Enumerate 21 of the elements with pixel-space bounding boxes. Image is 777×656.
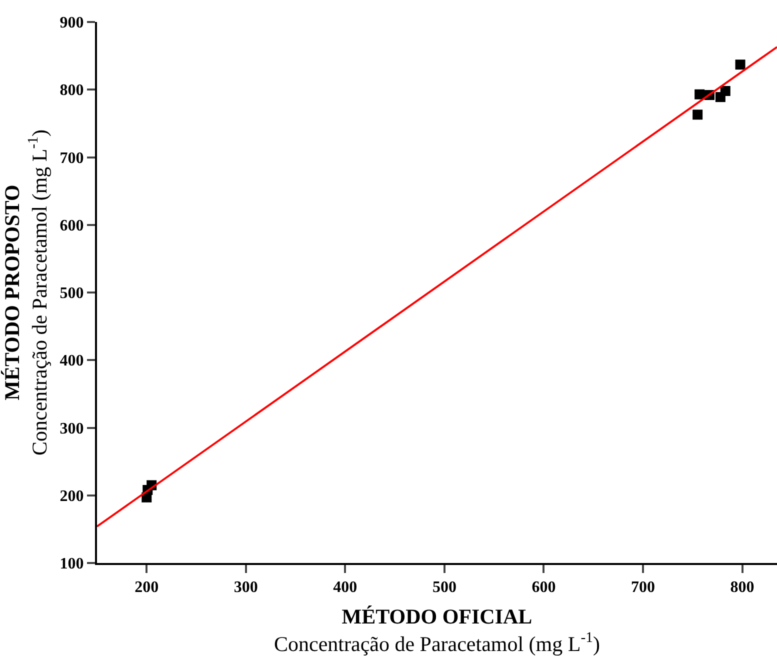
y-tick-label: 800 (60, 82, 84, 100)
y-tick-label: 400 (60, 352, 84, 370)
y-tick-label: 500 (60, 285, 84, 302)
point (735, 60, 746, 70)
x-tick-label: 800 (730, 579, 754, 596)
x-axis-title: MÉTODO OFICIAL Concentração de Paracetamol (mg L$^{-1}$) (274, 604, 600, 656)
x-tick-label: 700 (630, 579, 655, 596)
y-tick-label: 700 (60, 150, 84, 167)
y-tick-label: 100 (60, 556, 84, 573)
x-tick-label: 500 (432, 579, 456, 596)
point (720, 86, 730, 96)
point (694, 89, 705, 100)
x-tick-label: 400 (333, 579, 358, 596)
point (692, 110, 703, 120)
y-tick-label: 900 (60, 14, 84, 32)
y-tick-label: 300 (60, 420, 84, 438)
y-tick-label: 600 (60, 217, 84, 234)
x-tick-label: 300 (234, 579, 258, 596)
y-tick-label: 200 (60, 488, 84, 505)
x-tick-label: 200 (134, 579, 159, 596)
x-tick-label: 600 (532, 579, 556, 596)
